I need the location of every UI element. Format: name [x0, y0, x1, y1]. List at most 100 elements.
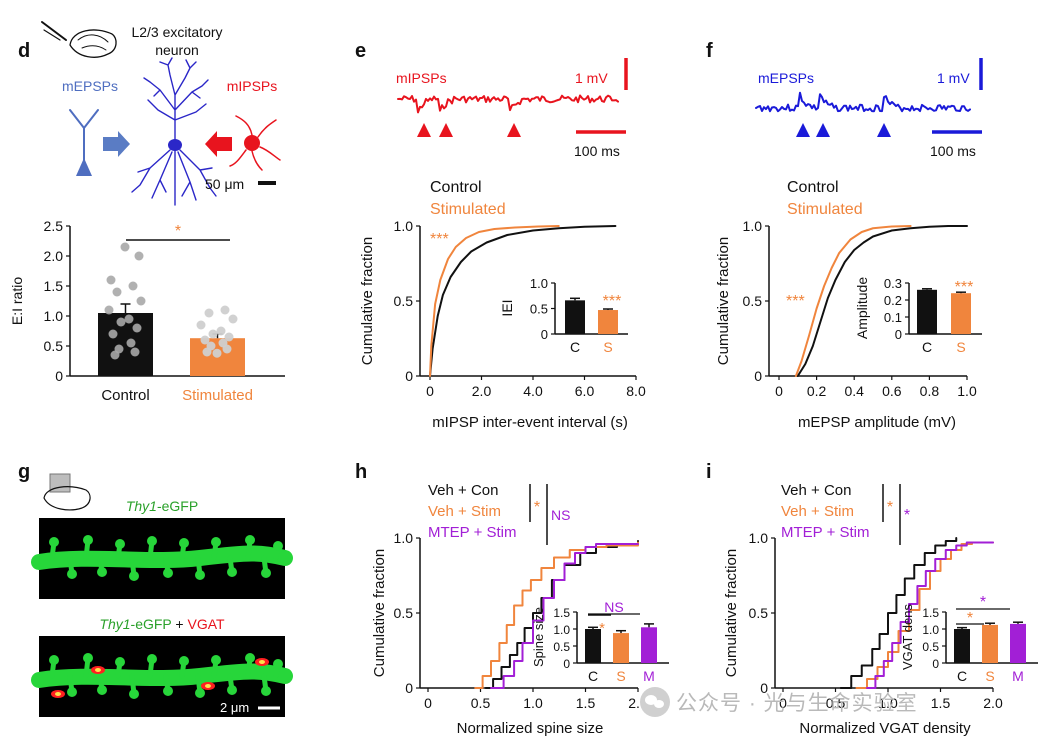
caption-part: Thy1 [126, 498, 157, 514]
y-tick-label: 1.0 [922, 623, 939, 637]
x-tick-label: 0.2 [807, 383, 827, 399]
spine-head [49, 655, 59, 665]
objective-icon [49, 473, 71, 493]
y-axis-title: Cumulative fraction [359, 237, 376, 365]
spine-head [129, 689, 139, 699]
x-tick-label: 2.0 [472, 383, 492, 399]
x-tick-label: 1.0 [878, 695, 898, 711]
y-axis-title: Cumulative fraction [371, 549, 388, 677]
legend-item: MTEP + Stim [781, 524, 870, 541]
x-tick-label: 0 [426, 383, 434, 399]
x-tick-label: 0.5 [471, 695, 491, 711]
data-point [216, 326, 226, 336]
excitatory-input-icon [69, 109, 99, 161]
data-point [126, 338, 136, 348]
x-category-label: Control [101, 387, 149, 404]
spine-head [163, 568, 173, 578]
spine-head [179, 656, 189, 666]
inset-category: C [570, 339, 580, 355]
data-point [208, 329, 218, 339]
data-point [196, 320, 206, 330]
inset-bar [585, 629, 601, 663]
y-tick-label: 0.5 [530, 302, 548, 317]
y-tick-label: 0.5 [394, 605, 414, 621]
x-axis-title: Normalized spine size [457, 720, 604, 737]
interneuron-dendrite-icon [229, 115, 281, 171]
series-line-stimulated [429, 225, 560, 377]
trace-label: mIPSPs [396, 70, 447, 86]
y-tick-label: 0.5 [394, 293, 414, 309]
x-axis-title: mEPSP amplitude (mV) [798, 414, 956, 431]
x-axis-title: Normalized VGAT density [799, 720, 971, 737]
x-tick-label: 0 [424, 695, 432, 711]
data-point [124, 314, 134, 324]
inset-bar [613, 633, 629, 663]
x-tick-label: 0.6 [882, 383, 902, 399]
spine-head [245, 653, 255, 663]
data-point [134, 251, 144, 261]
spine-head [67, 569, 77, 579]
scale-label: 1 mV [937, 70, 970, 86]
inset-category: S [985, 668, 994, 684]
scale-label: 1 mV [575, 70, 608, 86]
neuron-soma-icon [168, 139, 182, 151]
bar [98, 313, 153, 376]
spine-head [97, 685, 107, 695]
series-line-control [429, 225, 617, 377]
trace-label: mEPSPs [758, 70, 814, 86]
y-tick-label: 1.0 [553, 623, 570, 637]
series-line [839, 537, 958, 689]
y-tick-label: 0 [932, 657, 939, 671]
inset-category: C [922, 339, 932, 355]
legend-item: Veh + Con [781, 482, 851, 499]
scale-label: 100 ms [574, 143, 620, 159]
legend-item: Veh + Con [428, 482, 498, 499]
significance-marker: *** [430, 231, 449, 248]
scale-label: 50 μm [205, 176, 244, 192]
data-point [110, 350, 120, 360]
x-category-label: Stimulated [182, 387, 253, 404]
inset-category: S [956, 339, 965, 355]
significance-marker: * [887, 499, 893, 516]
inset-y-title: IEI [499, 299, 515, 316]
data-point [202, 347, 212, 357]
y-tick-label: 1.5 [922, 606, 939, 620]
inset-bar [1010, 623, 1026, 663]
brain-outline-icon [43, 486, 91, 511]
y-tick-label: 0.5 [553, 640, 570, 654]
series-line [855, 541, 994, 689]
y-tick-label: 0 [760, 680, 768, 696]
spine-head [115, 657, 125, 667]
data-point [136, 296, 146, 306]
legend-stimulated: Stimulated [430, 201, 506, 218]
vgat-colocalized [55, 692, 61, 696]
inset-category: S [603, 339, 612, 355]
y-tick-label: 0.2 [884, 293, 902, 308]
legend-item: Veh + Stim [428, 503, 501, 520]
panel-label: h [355, 461, 367, 483]
data-point [212, 348, 222, 358]
watermark: 公众号 · 光与生命实验室 [640, 686, 918, 718]
y-tick-label: 1.0 [749, 530, 769, 546]
caption-part: VGAT [188, 616, 226, 632]
watermark-text: 公众号 · 光与生命实验室 [676, 692, 918, 715]
spine-head [195, 688, 205, 698]
spine-head [227, 685, 237, 695]
series-line-stimulated [794, 225, 912, 377]
spine-head [129, 571, 139, 581]
inset-significance: * [967, 610, 973, 627]
data-point [224, 332, 234, 342]
spine-head [147, 536, 157, 546]
y-axis-title: Cumulative fraction [723, 549, 740, 677]
inset-bar [954, 629, 970, 663]
vgat-colocalized [205, 684, 211, 688]
pyramidal-soma-icon [76, 158, 92, 176]
wechat-icon [640, 687, 670, 717]
y-tick-label: 0.5 [749, 605, 769, 621]
panel-label: f [706, 40, 713, 62]
inset-bar [917, 289, 937, 334]
legend-control: Control [430, 179, 482, 196]
y-tick-label: 0 [895, 327, 902, 342]
x-tick-label: 0.8 [920, 383, 940, 399]
vgat-colocalized [95, 668, 101, 672]
